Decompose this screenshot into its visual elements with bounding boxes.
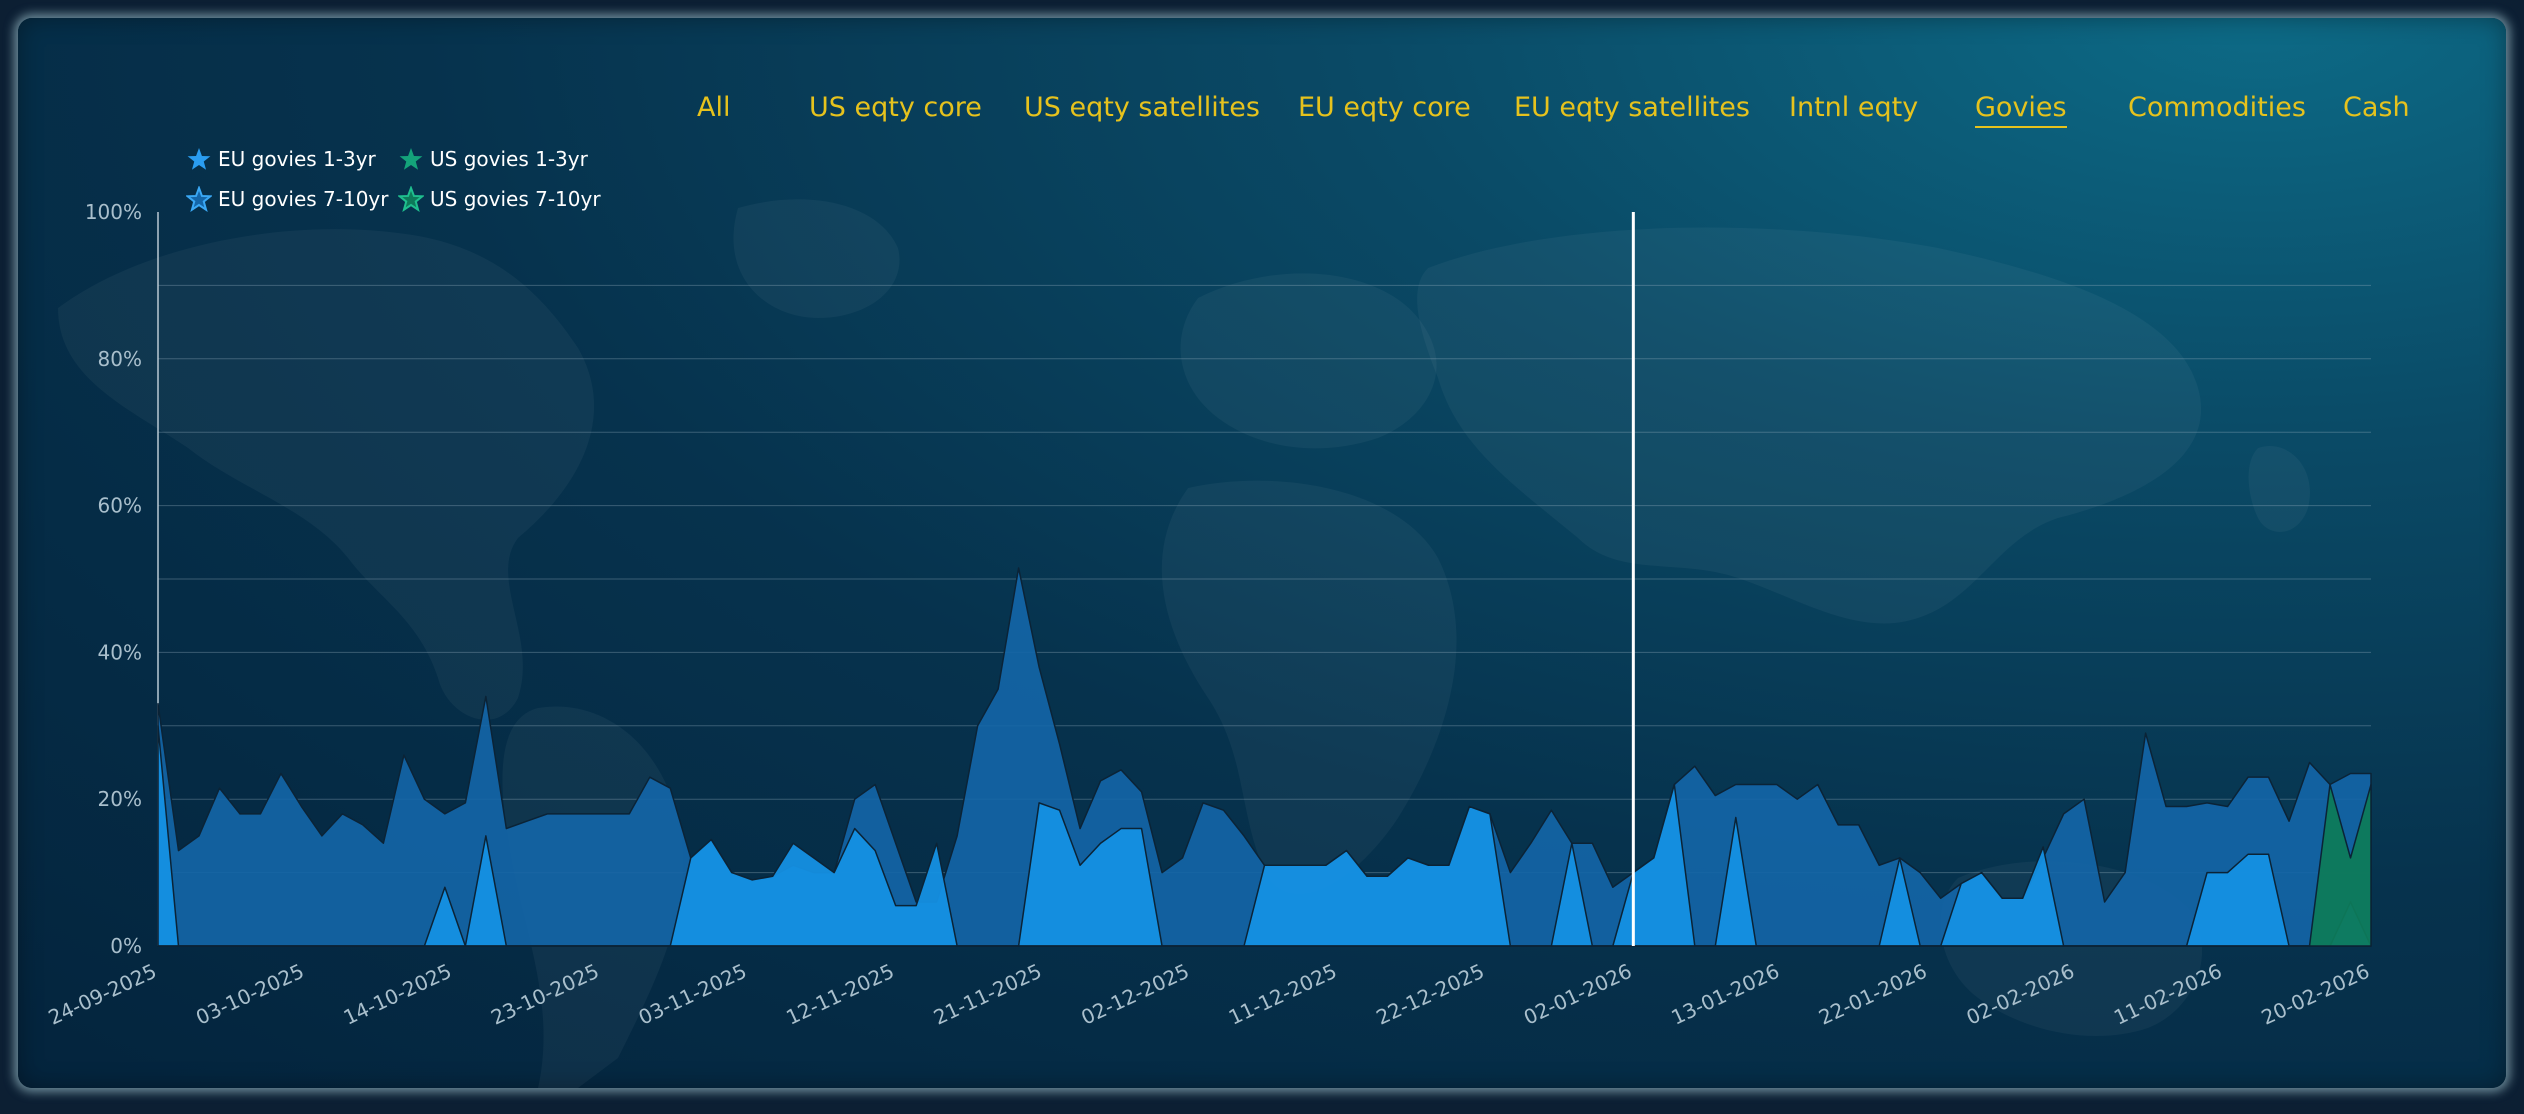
grid-lines [158, 284, 2371, 874]
star-icon [187, 148, 211, 170]
x-tick-label: 22-01-2026 [1815, 959, 1930, 1030]
legend-item[interactable]: US govies 7-10yr [398, 186, 601, 212]
x-tick-label: 21-11-2025 [930, 959, 1045, 1030]
x-tick-label: 12-11-2025 [782, 959, 897, 1030]
legend-item[interactable]: EU govies 1-3yr [186, 146, 376, 172]
star-icon [186, 186, 212, 212]
legend-label: US govies 1-3yr [430, 147, 588, 171]
x-tick-label: 24-09-2025 [45, 959, 160, 1030]
x-tick-label: 11-02-2026 [2110, 959, 2225, 1030]
dashboard-panel: All US eqty core US eqty satellites EU eqty… [18, 18, 2506, 1088]
y-tick-label: 100% [85, 200, 142, 224]
legend-label: EU govies 1-3yr [218, 147, 376, 171]
x-tick-label: 03-11-2025 [635, 959, 750, 1030]
x-tick-label: 13-01-2026 [1667, 959, 1782, 1030]
y-tick-label: 60% [98, 494, 142, 518]
legend-label: EU govies 7-10yr [218, 187, 389, 211]
tab-all[interactable]: All [697, 92, 731, 123]
tab-commodities[interactable]: Commodities [2128, 92, 2306, 123]
x-tick-label: 23-10-2025 [487, 959, 602, 1030]
y-tick-label: 80% [98, 347, 142, 371]
tab-cash[interactable]: Cash [2343, 92, 2410, 123]
tab-govies[interactable]: Govies [1975, 92, 2067, 128]
series-area-us-govies-7-10yr[interactable] [157, 783, 2372, 947]
x-tick-label: 14-10-2025 [340, 959, 455, 1030]
govies-area-chart: 0% 20% 40% 60% 80% 100% 24-09-2025 03-10-2025 14… [45, 200, 2373, 1030]
tab-eu-eqty-satellites[interactable]: EU eqty satellites [1514, 92, 1750, 123]
category-tabs: All US eqty core US eqty satellites EU eqty… [18, 92, 2506, 132]
x-tick-label: 11-12-2025 [1225, 959, 1340, 1030]
y-tick-label: 40% [98, 640, 142, 664]
legend-item[interactable]: US govies 1-3yr [398, 146, 588, 172]
star-icon [399, 148, 423, 170]
x-tick-label: 02-01-2026 [1520, 959, 1635, 1030]
tab-us-eqty-satellites[interactable]: US eqty satellites [1024, 92, 1260, 123]
star-icon [398, 186, 424, 212]
x-tick-label: 03-10-2025 [192, 959, 307, 1030]
x-tick-label: 02-12-2025 [1077, 959, 1192, 1030]
y-tick-label: 0% [110, 934, 142, 958]
x-tick-label: 22-12-2025 [1372, 959, 1487, 1030]
legend-label: US govies 7-10yr [430, 187, 601, 211]
x-tick-label: 20-02-2026 [2258, 959, 2373, 1030]
y-tick-label: 20% [98, 787, 142, 811]
tab-intnl-eqty[interactable]: Intnl eqty [1789, 92, 1919, 123]
tab-eu-eqty-core[interactable]: EU eqty core [1298, 92, 1471, 123]
legend-item[interactable]: EU govies 7-10yr [186, 186, 389, 212]
x-tick-label: 02-02-2026 [1963, 959, 2078, 1030]
tab-us-eqty-core[interactable]: US eqty core [809, 92, 982, 123]
